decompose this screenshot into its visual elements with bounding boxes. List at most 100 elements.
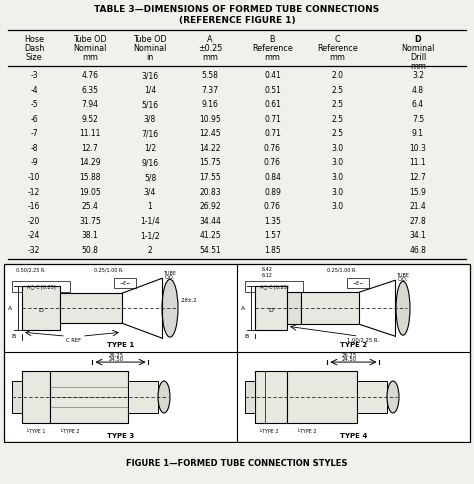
Text: 38.1: 38.1 (82, 231, 99, 240)
Text: .28±.2: .28±.2 (180, 298, 197, 303)
Text: 15.75: 15.75 (199, 158, 221, 167)
Text: 2.5: 2.5 (331, 115, 344, 124)
Text: C REF: C REF (66, 338, 82, 343)
Text: 7.94: 7.94 (82, 100, 99, 109)
Text: 14.22: 14.22 (199, 144, 221, 153)
Text: 0.25/1.00 R.: 0.25/1.00 R. (94, 267, 124, 272)
Bar (60, 293, 122, 323)
Text: B: B (270, 35, 275, 44)
Text: 15.9: 15.9 (410, 188, 427, 197)
Text: Tube OD: Tube OD (133, 35, 167, 44)
Text: -10: -10 (28, 173, 40, 182)
Text: 34.44: 34.44 (199, 217, 221, 226)
Text: 3/8: 3/8 (144, 115, 156, 124)
Text: B: B (245, 333, 249, 339)
Text: 26.92: 26.92 (199, 202, 221, 211)
Text: 9.52: 9.52 (82, 115, 99, 124)
Text: 2.0: 2.0 (331, 71, 344, 80)
Text: O.D.: O.D. (165, 275, 175, 280)
Text: 9/16: 9/16 (141, 158, 159, 167)
Text: 3.2: 3.2 (412, 71, 424, 80)
Text: A: A (8, 306, 12, 311)
Text: 2: 2 (147, 246, 152, 255)
Bar (347, 278, 369, 288)
Text: 26.25: 26.25 (342, 353, 357, 358)
Bar (287, 371, 357, 423)
Text: 2.5: 2.5 (331, 100, 344, 109)
Text: D: D (415, 35, 421, 44)
Ellipse shape (396, 281, 410, 335)
Text: mm: mm (264, 53, 281, 62)
Text: 24.50: 24.50 (109, 357, 124, 362)
Ellipse shape (387, 381, 399, 413)
Ellipse shape (162, 279, 178, 337)
Text: 3.0: 3.0 (331, 188, 344, 197)
Text: Tube OD: Tube OD (73, 35, 107, 44)
Text: -20: -20 (28, 217, 40, 226)
Bar (22, 371, 50, 423)
Text: └TYPE 2: └TYPE 2 (297, 429, 317, 435)
Text: Hose: Hose (24, 35, 44, 44)
Bar (245, 281, 303, 292)
Text: A○ C [0.25]: A○ C [0.25] (260, 284, 288, 289)
Text: 11.1: 11.1 (410, 158, 426, 167)
Text: 26.25: 26.25 (109, 353, 124, 358)
Text: 1: 1 (147, 202, 152, 211)
Text: 0.76: 0.76 (264, 202, 281, 211)
Text: 3.0: 3.0 (331, 173, 344, 182)
Text: └TYPE 2: └TYPE 2 (60, 429, 80, 435)
Text: 7/16: 7/16 (141, 129, 159, 138)
Text: 1.00/2.25 R.: 1.00/2.25 R. (347, 338, 380, 343)
Text: 2.5: 2.5 (331, 129, 344, 138)
Text: TYPE 4: TYPE 4 (340, 433, 367, 439)
Text: 6.12: 6.12 (262, 273, 273, 278)
Text: 4.76: 4.76 (82, 71, 99, 80)
Text: in: in (146, 53, 154, 62)
Text: TUBE: TUBE (396, 273, 410, 278)
Text: TYPE 2: TYPE 2 (340, 342, 367, 348)
Text: 41.25: 41.25 (199, 231, 221, 240)
Text: 46.8: 46.8 (410, 246, 427, 255)
Text: 0.41: 0.41 (264, 71, 281, 80)
Text: mm: mm (329, 53, 346, 62)
Text: 15.88: 15.88 (79, 173, 101, 182)
Text: -5: -5 (30, 100, 38, 109)
Text: mm: mm (82, 53, 98, 62)
Text: mm: mm (202, 53, 218, 62)
Text: O.D.: O.D. (398, 277, 408, 282)
Text: 0.50/2.25 R.: 0.50/2.25 R. (16, 267, 46, 272)
Text: Nominal: Nominal (73, 44, 107, 53)
Text: A: A (207, 35, 213, 44)
Text: 5/8: 5/8 (144, 173, 156, 182)
Text: 7.5: 7.5 (412, 115, 424, 124)
Text: 21.4: 21.4 (410, 202, 427, 211)
Text: 0.89: 0.89 (264, 188, 281, 197)
Text: 12.7: 12.7 (82, 144, 99, 153)
Text: 27.8: 27.8 (410, 217, 427, 226)
Text: 6.42: 6.42 (262, 267, 273, 272)
Ellipse shape (158, 381, 170, 413)
Text: FIGURE 1—FORMED TUBE CONNECTION STYLES: FIGURE 1—FORMED TUBE CONNECTION STYLES (126, 459, 348, 468)
Text: └TYPE 2: └TYPE 2 (259, 429, 279, 435)
Text: └TYPE 1: └TYPE 1 (26, 429, 46, 435)
Text: Dash: Dash (24, 44, 44, 53)
Text: 0.71: 0.71 (264, 115, 281, 124)
Bar (287, 292, 301, 324)
Text: -12: -12 (28, 188, 40, 197)
Text: -8: -8 (30, 144, 38, 153)
Bar (255, 371, 287, 423)
Text: 10.3: 10.3 (410, 144, 427, 153)
Text: mm: mm (410, 62, 426, 71)
Text: TABLE 3—DIMENSIONS OF FORMED TUBE CONNECTIONS: TABLE 3—DIMENSIONS OF FORMED TUBE CONNEC… (94, 5, 380, 14)
Text: 1-1/4: 1-1/4 (140, 217, 160, 226)
Text: 0.25/1.00 R.: 0.25/1.00 R. (327, 267, 356, 272)
Text: 0.71: 0.71 (264, 129, 281, 138)
Bar (128, 381, 158, 413)
Text: 12.7: 12.7 (410, 173, 427, 182)
Text: 9.16: 9.16 (201, 100, 219, 109)
Text: 4.8: 4.8 (412, 86, 424, 95)
Text: Drill: Drill (410, 53, 426, 62)
Text: 6.4: 6.4 (412, 100, 424, 109)
Text: 0.76: 0.76 (264, 144, 281, 153)
Text: 12.45: 12.45 (199, 129, 221, 138)
